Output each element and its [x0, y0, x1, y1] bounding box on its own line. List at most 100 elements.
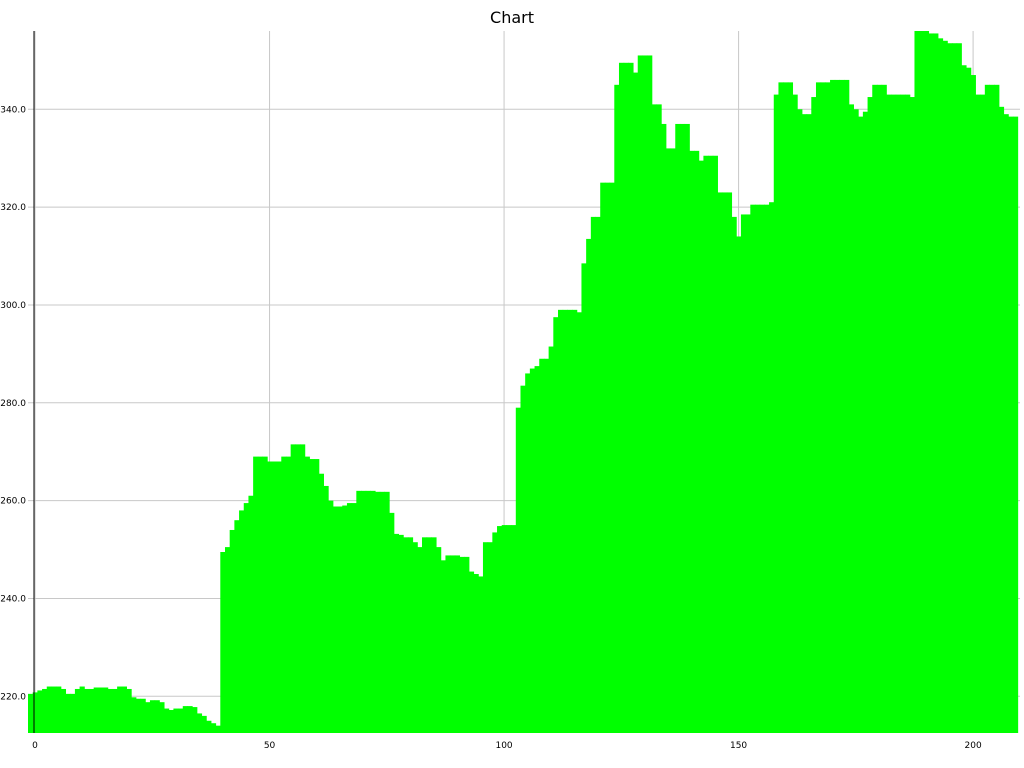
bar [365, 490, 371, 733]
bar [966, 67, 972, 734]
x-tick-label: 50 [264, 741, 276, 751]
bar [590, 216, 597, 733]
bar [262, 456, 268, 733]
bar [703, 155, 709, 733]
bar [947, 43, 953, 733]
bar [740, 214, 747, 734]
bar [375, 491, 381, 733]
bar [961, 65, 967, 734]
bar [501, 525, 507, 733]
bar [417, 547, 423, 733]
bar [670, 148, 676, 734]
bar [220, 551, 226, 733]
bar [933, 33, 939, 734]
bar [661, 123, 667, 733]
bar [403, 537, 409, 733]
bar [1008, 116, 1014, 734]
bar [797, 109, 803, 733]
bar [853, 109, 859, 733]
bar [539, 358, 545, 733]
x-tick-label: 0 [32, 741, 38, 751]
bar [412, 542, 418, 733]
bar [112, 688, 118, 733]
bar [886, 94, 892, 733]
bar [379, 491, 385, 733]
bar [679, 123, 686, 733]
bar [164, 708, 170, 733]
bar [769, 202, 775, 734]
bar [745, 214, 751, 734]
bar [304, 456, 310, 733]
bar [689, 150, 695, 734]
bar [88, 688, 95, 733]
bar [117, 686, 123, 733]
bar [314, 459, 320, 733]
bar [595, 216, 601, 733]
bar [37, 690, 43, 733]
bar [450, 555, 456, 733]
bar [937, 38, 944, 734]
bar [614, 84, 620, 734]
bar [923, 31, 930, 733]
bar [867, 97, 873, 733]
bar [257, 456, 264, 733]
bar [1012, 116, 1019, 734]
bar [1003, 114, 1009, 734]
bar [107, 688, 113, 733]
bar [984, 84, 991, 734]
bar [126, 688, 132, 733]
bar [248, 495, 254, 733]
bar [651, 104, 658, 734]
bar [234, 520, 240, 733]
bar [389, 512, 395, 733]
bar [243, 503, 249, 733]
bar-series [28, 31, 1019, 734]
bar [815, 82, 822, 734]
bar [562, 309, 568, 733]
bar [520, 385, 526, 733]
bar [206, 720, 212, 733]
bar [229, 529, 235, 733]
bar [65, 693, 71, 733]
bar [618, 62, 625, 733]
bar [783, 82, 789, 734]
bar [431, 537, 437, 733]
bar [173, 708, 179, 733]
bar [609, 182, 615, 734]
bar [647, 55, 653, 733]
bar [285, 456, 292, 733]
bar [98, 687, 104, 733]
bar [342, 505, 348, 733]
bar [989, 84, 995, 734]
bar [182, 706, 188, 733]
x-tick-label: 150 [730, 741, 747, 751]
bar [694, 150, 700, 734]
bar [478, 576, 484, 733]
bar [459, 556, 465, 733]
bar [103, 687, 109, 733]
x-tick-label: 100 [495, 741, 512, 751]
bar [290, 444, 296, 733]
bar [792, 94, 798, 733]
bar [196, 713, 203, 733]
bar [393, 533, 400, 733]
bar [487, 542, 493, 733]
bar [468, 571, 475, 733]
y-tick-label: 320.0 [0, 203, 26, 213]
bar [970, 75, 976, 733]
bar [656, 104, 662, 734]
y-tick-label: 280.0 [0, 399, 26, 409]
bar [576, 312, 582, 733]
bar [778, 82, 784, 734]
bar [398, 534, 404, 733]
bar [440, 560, 446, 733]
y-tick-label: 220.0 [0, 692, 26, 702]
bar [361, 490, 367, 733]
bar [337, 506, 343, 733]
bar [876, 84, 883, 734]
bar [131, 697, 137, 733]
bar [224, 547, 231, 733]
chart-title: Chart [490, 8, 534, 27]
bar [914, 31, 920, 733]
bar [909, 97, 915, 733]
